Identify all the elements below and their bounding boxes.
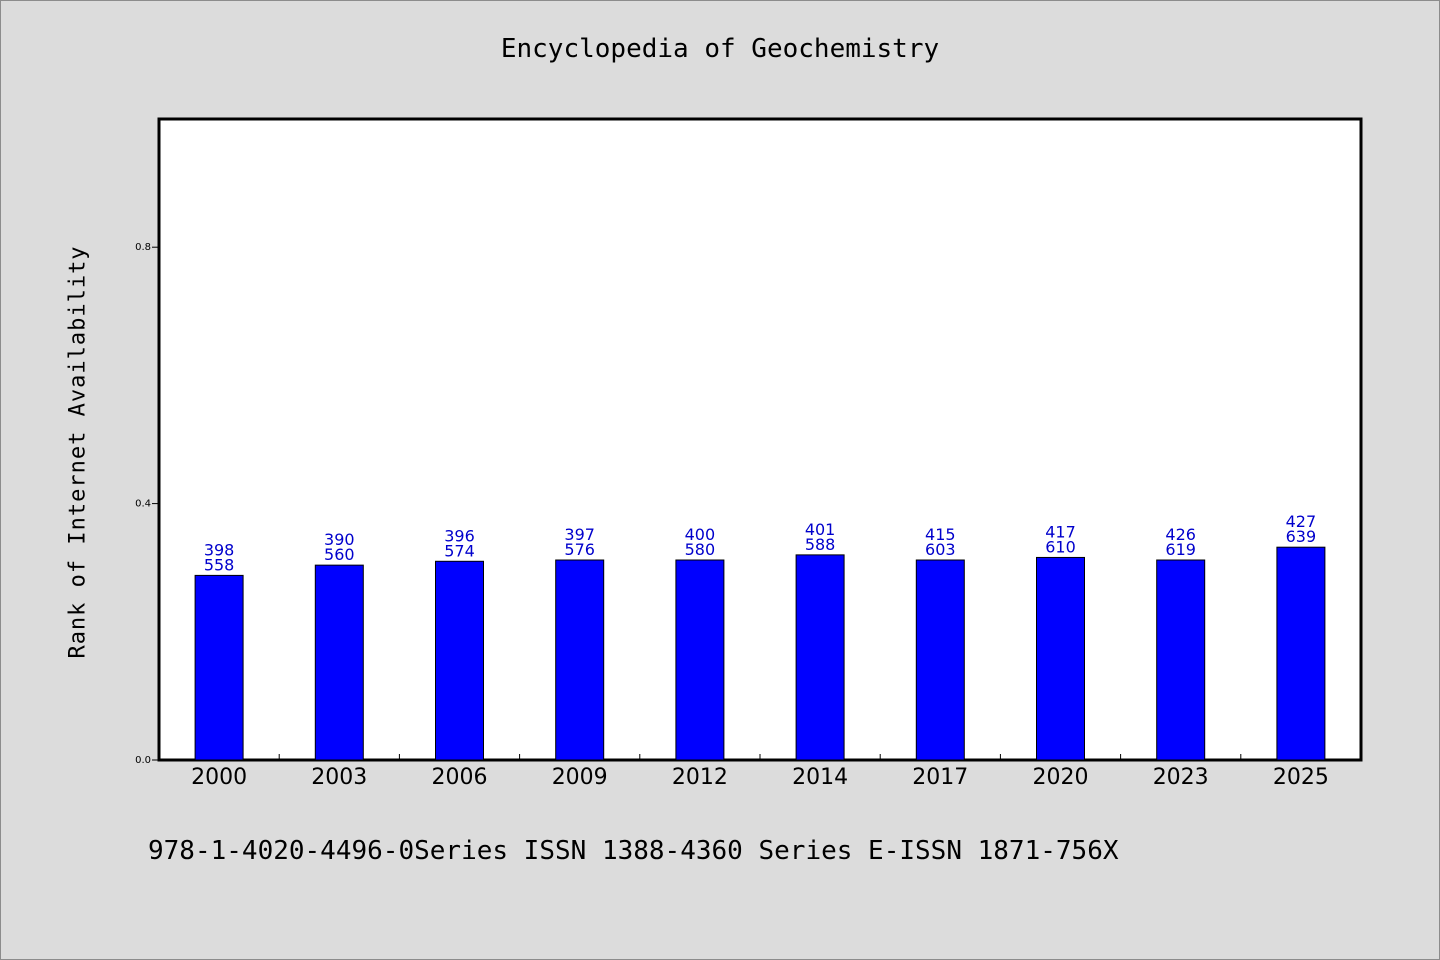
chart-title: Encyclopedia of Geochemistry xyxy=(500,34,940,64)
y-tick-label: 0.4 xyxy=(135,499,151,510)
bar-label-bottom: 558 xyxy=(204,555,235,574)
bar-label-bottom: 610 xyxy=(1045,537,1076,556)
bar xyxy=(555,559,605,761)
x-tick-label: 2017 xyxy=(912,765,968,790)
bar-label-top: 396 xyxy=(444,526,475,545)
footer-text: 978-1-4020-4496-0Series ISSN 1388-4360 S… xyxy=(148,836,1119,866)
bar-label-top: 426 xyxy=(1165,525,1196,544)
bar-label-bottom: 574 xyxy=(444,541,475,560)
x-tick-label: 2003 xyxy=(311,765,367,790)
x-ticks: 2000 2003 2006 2009 2012 2014 2017 2020 2023 2025 xyxy=(191,754,1329,790)
x-tick-label: 2023 xyxy=(1153,765,1209,790)
bar-label-top: 401 xyxy=(805,520,836,539)
x-tick-label: 2014 xyxy=(792,765,848,790)
bar xyxy=(1276,546,1326,761)
bar-label-bottom: 639 xyxy=(1286,527,1317,546)
bar xyxy=(1036,556,1085,761)
x-tick-label: 2000 xyxy=(191,765,247,790)
x-tick-label: 2020 xyxy=(1033,765,1089,790)
bar-label-top: 390 xyxy=(324,530,355,549)
bar-label-bottom: 580 xyxy=(685,540,716,559)
bar-label-top: 400 xyxy=(685,525,716,544)
bar-label-top: 397 xyxy=(564,525,595,544)
bar xyxy=(1156,559,1206,761)
bar xyxy=(194,574,244,761)
y-ticks: 0.0 0.4 0.8 xyxy=(135,242,159,766)
bar-label-bottom: 576 xyxy=(564,540,595,559)
bar-label-bottom: 588 xyxy=(805,535,836,554)
x-tick-label: 2009 xyxy=(552,765,608,790)
y-tick-label: 0.0 xyxy=(135,755,151,766)
bar xyxy=(675,559,725,761)
x-tick-label: 2006 xyxy=(432,765,488,790)
bar xyxy=(915,559,965,761)
bar xyxy=(795,554,845,761)
bar-label-bottom: 619 xyxy=(1165,540,1196,559)
bar-label-bottom: 560 xyxy=(324,545,355,564)
bar-label-top: 427 xyxy=(1286,512,1317,531)
bar xyxy=(435,560,484,761)
bar-label-bottom: 603 xyxy=(925,540,956,559)
bar xyxy=(314,564,364,761)
bars: 3985583905603965743975764005804015884156… xyxy=(194,512,1326,761)
y-tick-label: 0.8 xyxy=(135,242,151,253)
x-tick-label: 2025 xyxy=(1273,765,1329,790)
x-tick-label: 2012 xyxy=(672,765,728,790)
bar-label-top: 415 xyxy=(925,525,956,544)
bar-label-top: 398 xyxy=(204,540,235,559)
bar-label-top: 417 xyxy=(1045,522,1076,541)
